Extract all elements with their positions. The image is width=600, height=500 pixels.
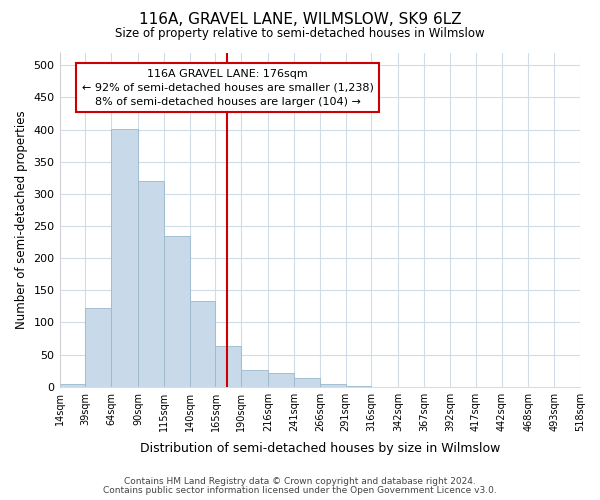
Text: Contains public sector information licensed under the Open Government Licence v3: Contains public sector information licen… [103, 486, 497, 495]
Text: Contains HM Land Registry data © Crown copyright and database right 2024.: Contains HM Land Registry data © Crown c… [124, 477, 476, 486]
Y-axis label: Number of semi-detached properties: Number of semi-detached properties [15, 110, 28, 329]
Bar [294, 378, 320, 387]
Bar [190, 302, 215, 387]
Bar [138, 181, 164, 387]
Bar [85, 308, 111, 387]
Bar [241, 370, 268, 387]
Text: 116A GRAVEL LANE: 176sqm
← 92% of semi-detached houses are smaller (1,238)
8% of: 116A GRAVEL LANE: 176sqm ← 92% of semi-d… [82, 68, 374, 106]
Bar [59, 384, 85, 387]
Bar [320, 384, 346, 387]
Bar [164, 236, 190, 387]
Text: Size of property relative to semi-detached houses in Wilmslow: Size of property relative to semi-detach… [115, 28, 485, 40]
Bar [215, 346, 241, 387]
Bar [268, 374, 294, 387]
X-axis label: Distribution of semi-detached houses by size in Wilmslow: Distribution of semi-detached houses by … [140, 442, 500, 455]
Text: 116A, GRAVEL LANE, WILMSLOW, SK9 6LZ: 116A, GRAVEL LANE, WILMSLOW, SK9 6LZ [139, 12, 461, 28]
Bar [346, 386, 371, 387]
Bar [111, 129, 138, 387]
